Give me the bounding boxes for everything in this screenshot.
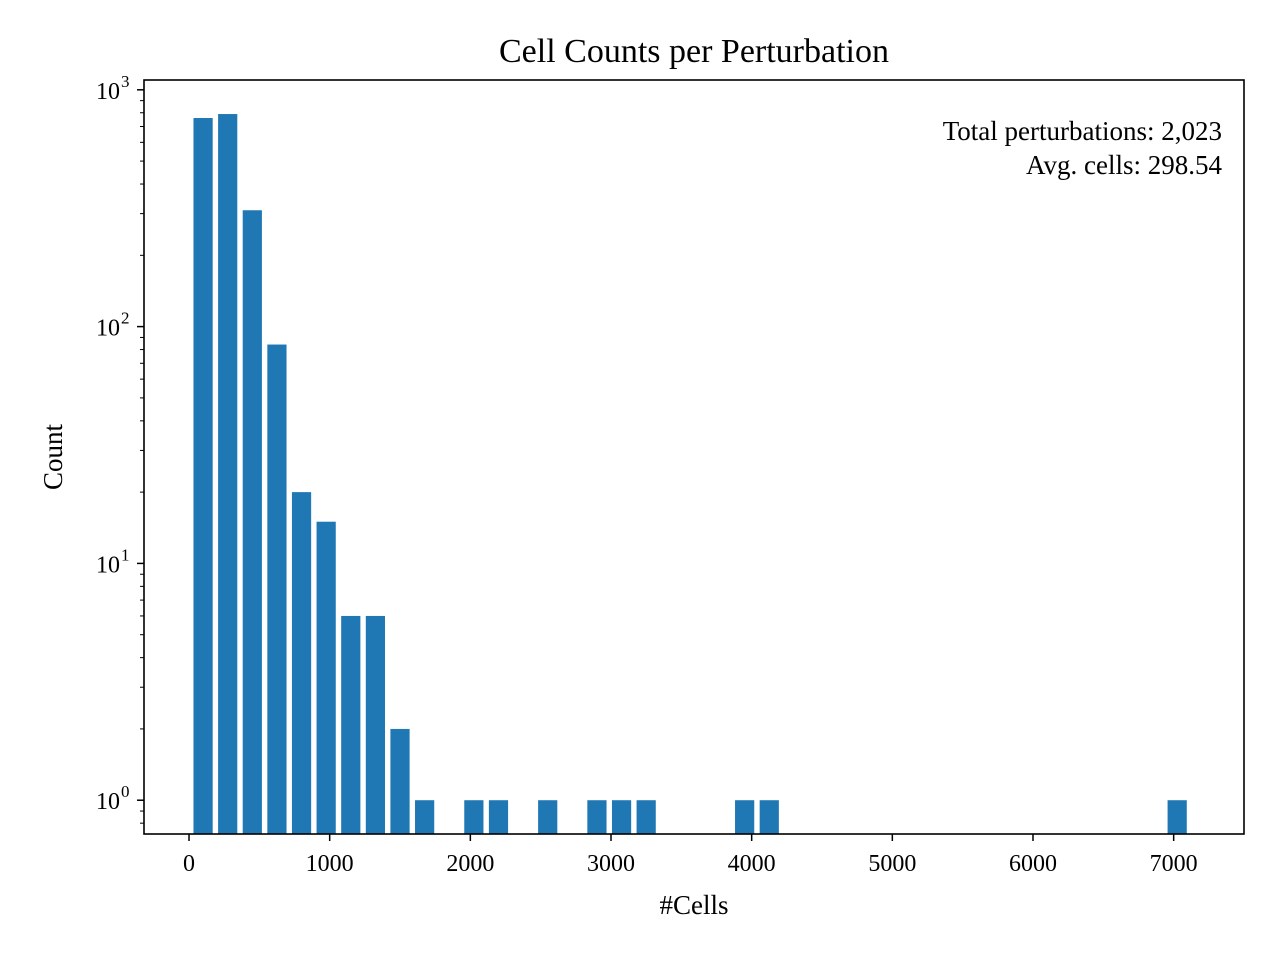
x-tick-label: 0 <box>183 851 195 877</box>
bar-16 <box>735 800 755 834</box>
y-tick-label: 10 <box>96 552 120 578</box>
y-tick-label: 10 <box>96 789 120 815</box>
bar-17 <box>759 800 779 834</box>
x-tick-label: 7000 <box>1150 851 1198 877</box>
bar-0 <box>193 118 213 834</box>
bar-9 <box>415 800 435 834</box>
bar-11 <box>488 800 509 834</box>
bars-layer <box>193 114 1187 835</box>
bar-1 <box>218 114 238 835</box>
x-tick-label: 6000 <box>1009 851 1057 877</box>
bar-18 <box>1167 800 1187 834</box>
y-tick-exponent: 0 <box>121 782 130 801</box>
bar-6 <box>341 615 361 834</box>
bar-5 <box>316 521 336 834</box>
bar-4 <box>291 492 312 834</box>
bar-7 <box>365 615 385 834</box>
y-tick-exponent: 2 <box>121 309 130 328</box>
x-tick-label: 3000 <box>587 851 635 877</box>
bar-15 <box>636 800 656 834</box>
x-axis-label: #Cells <box>659 890 728 920</box>
bar-10 <box>464 800 484 834</box>
y-tick-label: 10 <box>96 316 120 342</box>
y-tick-label: 10 <box>96 79 120 105</box>
annotation-total-perturbations: Total perturbations: 2,023 <box>943 116 1222 146</box>
bar-2 <box>242 210 262 834</box>
x-tick-label: 2000 <box>446 851 494 877</box>
bar-13 <box>587 800 607 834</box>
x-tick-label: 4000 <box>728 851 776 877</box>
y-tick-exponent: 1 <box>121 545 130 564</box>
bar-3 <box>267 344 287 834</box>
y-tick-exponent: 3 <box>121 72 130 91</box>
bar-14 <box>611 800 632 834</box>
chart-title: Cell Counts per Perturbation <box>499 33 889 70</box>
x-tick-label: 1000 <box>306 851 354 877</box>
bar-12 <box>538 800 558 834</box>
y-axis-label: Count <box>38 423 68 490</box>
bar-8 <box>390 728 410 834</box>
annotation-box: Total perturbations: 2,023 Avg. cells: 2… <box>943 116 1223 180</box>
x-tick-label: 5000 <box>868 851 916 877</box>
plot-frame <box>143 79 1245 835</box>
annotation-avg-cells: Avg. cells: 298.54 <box>1026 150 1222 180</box>
